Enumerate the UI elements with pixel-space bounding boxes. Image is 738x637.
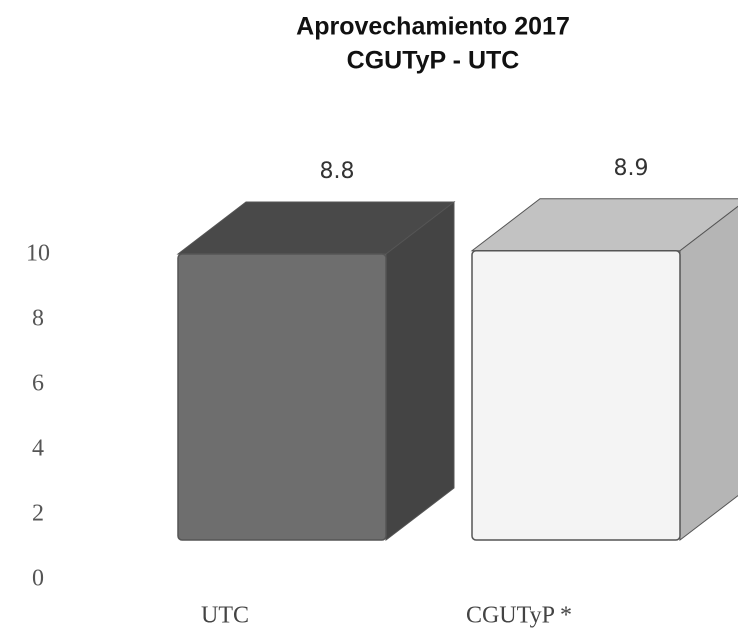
value-label: 8.8 (320, 159, 355, 184)
bar (176, 200, 456, 542)
bar-front (471, 250, 681, 541)
chart-title: Aprovechamiento 2017 (296, 13, 570, 41)
value-label: 8.9 (614, 156, 649, 181)
bar (470, 198, 738, 542)
y-tick-label: 6 (32, 371, 44, 397)
x-tick-label: UTC (201, 603, 249, 629)
x-tick-label: CGUTyP * (466, 603, 572, 629)
bar-front (177, 253, 387, 541)
bar-side (679, 205, 738, 542)
y-tick-label: 4 (32, 436, 44, 462)
y-tick-label: 10 (26, 241, 50, 267)
bar-side (385, 200, 455, 542)
chart-title: CGUTyP - UTC (347, 47, 520, 75)
y-tick-label: 2 (32, 501, 44, 527)
y-tick-label: 0 (32, 566, 44, 592)
y-tick-label: 8 (32, 306, 44, 332)
